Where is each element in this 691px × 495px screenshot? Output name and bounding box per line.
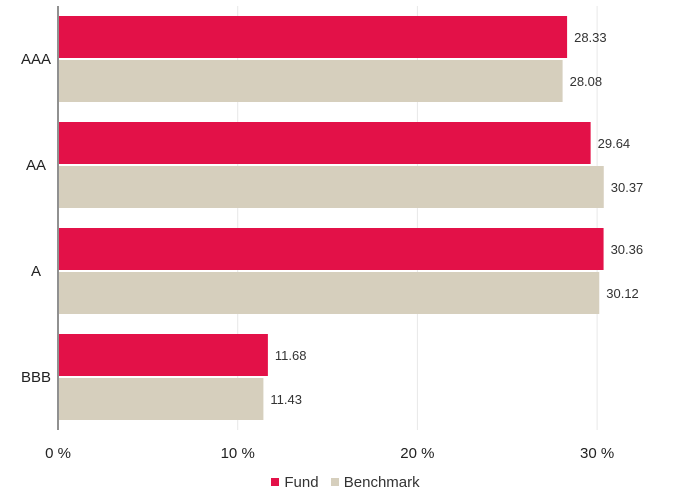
bar-fund-bbb bbox=[59, 334, 268, 376]
x-tick-label-10: 10 % bbox=[221, 445, 255, 462]
data-label-benchmark-aa: 30.37 bbox=[611, 180, 644, 195]
bar-fund-a bbox=[59, 228, 604, 270]
data-label-benchmark-aaa: 28.08 bbox=[570, 74, 603, 89]
category-label-aa: AA bbox=[26, 157, 46, 174]
category-label-bbb: BBB bbox=[21, 369, 51, 386]
x-tick-label-30: 30 % bbox=[580, 445, 614, 462]
legend-item-fund[interactable]: Fund bbox=[271, 474, 319, 491]
data-label-fund-bbb: 11.68 bbox=[275, 348, 307, 363]
bar-benchmark-a bbox=[59, 272, 600, 314]
bar-benchmark-aa bbox=[59, 166, 604, 208]
bar-benchmark-bbb bbox=[59, 378, 264, 420]
x-tick-label-0: 0 % bbox=[45, 445, 71, 462]
legend-item-benchmark[interactable]: Benchmark bbox=[330, 474, 420, 491]
data-label-benchmark-a: 30.12 bbox=[606, 286, 639, 301]
data-label-fund-aa: 29.64 bbox=[598, 136, 631, 151]
bars bbox=[59, 16, 604, 420]
legend-label-fund: Fund bbox=[284, 474, 319, 491]
legend-label-benchmark: Benchmark bbox=[343, 474, 420, 491]
data-label-fund-a: 30.36 bbox=[611, 242, 644, 257]
category-label-aaa: AAA bbox=[21, 51, 51, 68]
data-labels: 28.33 28.08 29.64 30.37 30.36 30.12 11.68 11.43 bbox=[270, 30, 643, 407]
x-tick-label-20: 20 % bbox=[400, 445, 434, 462]
data-label-fund-aaa: 28.33 bbox=[574, 30, 607, 45]
bar-fund-aa bbox=[59, 122, 591, 164]
legend: Fund Benchmark bbox=[0, 474, 691, 491]
category-label-a: A bbox=[31, 263, 41, 280]
legend-swatch-benchmark bbox=[330, 478, 339, 486]
legend-swatch-fund bbox=[271, 478, 280, 486]
bar-benchmark-aaa bbox=[59, 60, 563, 102]
bar-fund-aaa bbox=[59, 16, 568, 58]
data-label-benchmark-bbb: 11.43 bbox=[270, 392, 302, 407]
